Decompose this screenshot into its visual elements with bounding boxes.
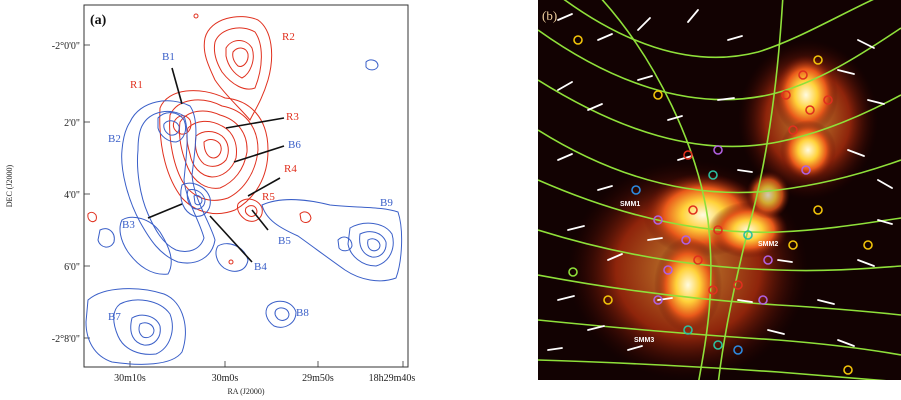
y-tick-4: 6'0" [64,262,80,273]
label-r3: R3 [286,111,299,123]
x-axis-title: RA (J2000) [227,387,264,396]
contour-map-panel-a: (a) R2 R1 R3 R4 R5 B1 B2 B6 B9 B3 B4 B5 … [5,4,416,396]
label-b4: B4 [254,261,267,273]
map-label-smm3: SMM3 [634,337,654,344]
y-axis-title: DEC (J2000) [5,164,14,207]
y-tick-2: 2'0" [64,118,80,129]
label-b5: B5 [278,235,291,247]
label-b7: B7 [108,311,121,323]
y-tick-5: -2°8'0" [52,334,80,345]
panel-b-tag: (b) [542,8,557,23]
panel-a-tag: (a) [90,13,107,28]
label-b2: B2 [108,133,121,145]
label-r2: R2 [282,31,295,43]
source-markers [568,35,873,375]
y-tick-1: -2°0'0" [52,41,80,52]
plot-frame [83,4,409,368]
y-tick-3: 4'0" [64,190,80,201]
label-b1: B1 [162,51,175,63]
map-label-smm1: SMM1 [620,201,640,208]
x-tick-1: 30m10s [114,373,146,384]
x-tick-3: 29m50s [302,373,334,384]
label-r1: R1 [130,79,143,91]
dust-emission [568,40,878,380]
label-r4: R4 [284,163,297,175]
annotation-pointers [147,67,285,263]
x-tick-4: 18h29m40s [369,373,416,384]
polarization-map-panel-b: (b) SMM1 SMM2 SMM3 [538,0,901,380]
label-b6: B6 [288,139,301,151]
x-tick-2: 30m0s [212,373,239,384]
red-contours [87,13,312,265]
blue-contours [85,59,403,365]
label-r5: R5 [262,191,275,203]
map-label-smm2: SMM2 [758,241,778,248]
label-b8: B8 [296,307,309,319]
label-b9: B9 [380,197,393,209]
label-b3: B3 [122,219,135,231]
